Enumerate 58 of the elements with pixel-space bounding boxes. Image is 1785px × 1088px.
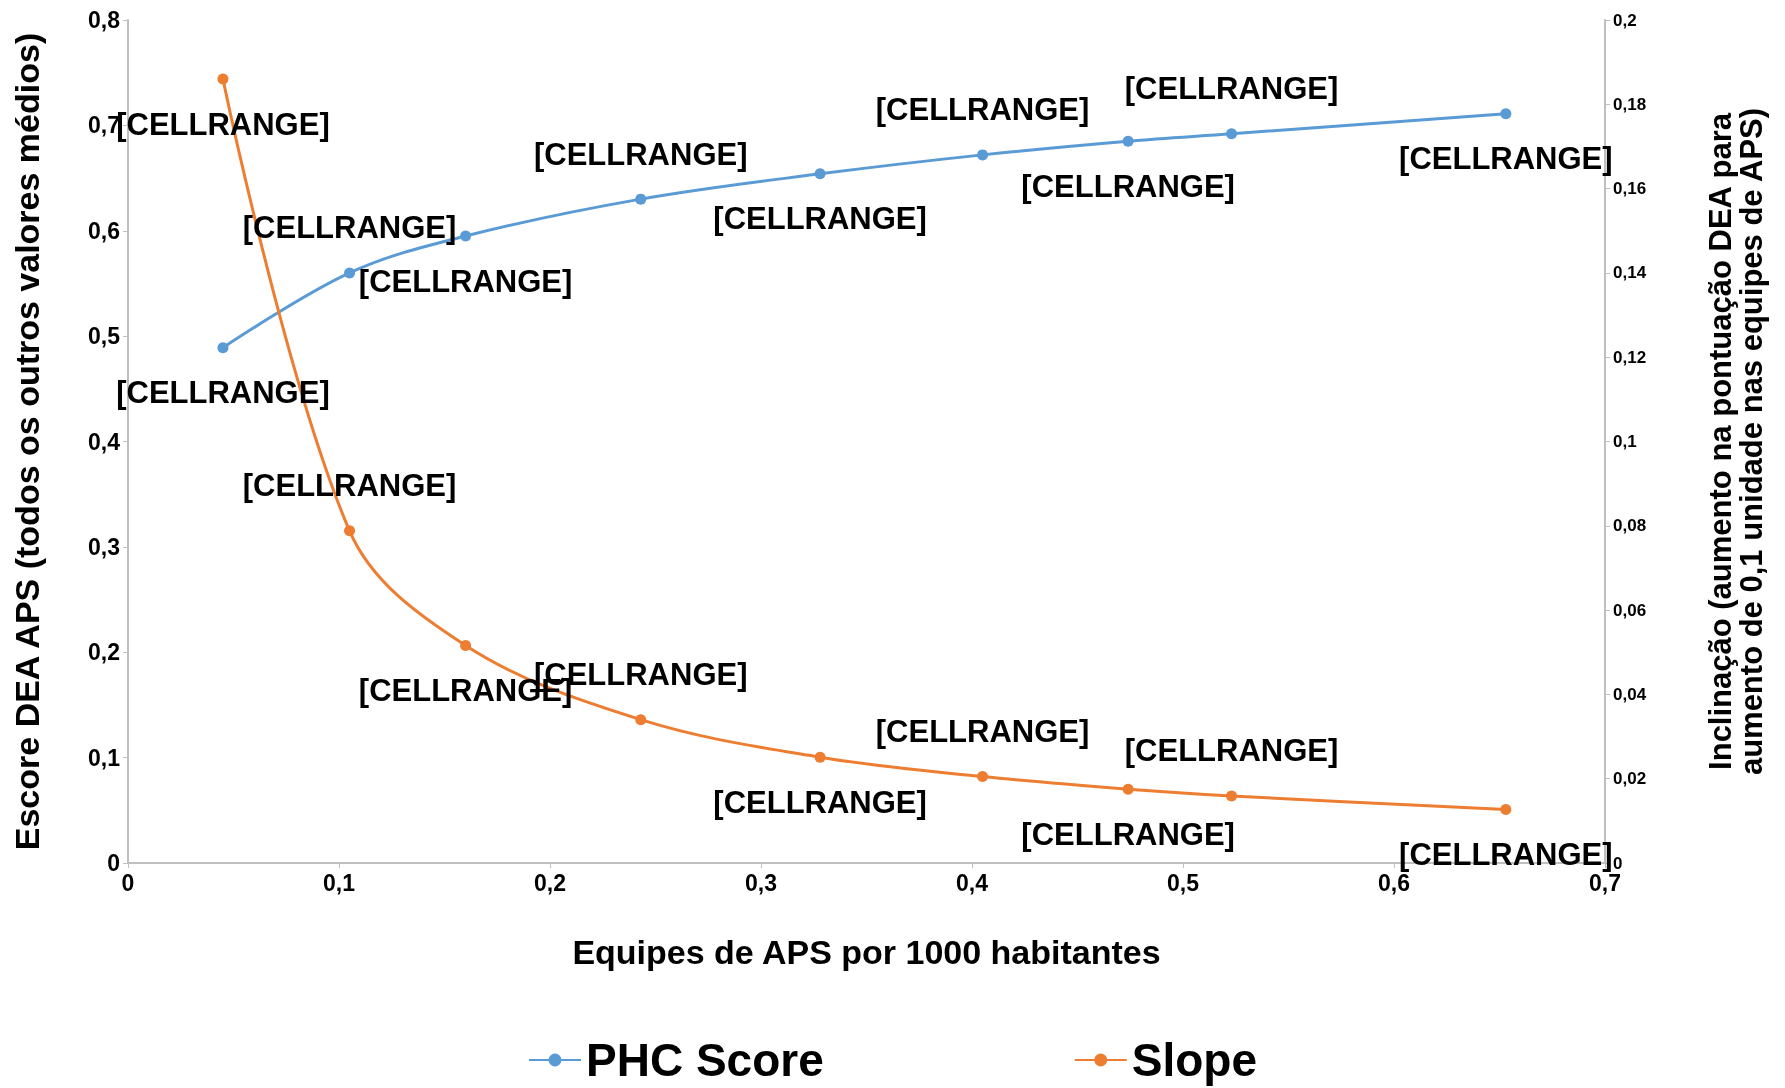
y2-tick-label: 0,14 (1613, 263, 1647, 283)
y2-tick-label: 0,16 (1613, 179, 1647, 199)
y-tick-label: 0,2 (88, 639, 120, 666)
y-axis-title: Escore DEA APS (todos os outros valores médios) (8, 32, 46, 851)
y-tick-label: 0,3 (88, 533, 120, 560)
y-tick-label: 0,6 (88, 217, 120, 244)
x-tick-label: 0,1 (323, 869, 356, 896)
y2-tick-label: 0,2 (1613, 10, 1637, 30)
point (344, 267, 356, 279)
point (814, 168, 826, 180)
point (217, 73, 229, 85)
point (635, 714, 647, 726)
y2-tick-label: 0,06 (1613, 600, 1647, 620)
y-tick-label: 0,4 (88, 428, 121, 455)
point (1122, 783, 1134, 795)
data-label: [CELLRANGE] (1399, 141, 1613, 177)
data-label: [CELLRANGE] (1124, 733, 1339, 769)
y-tick-label: 0 (107, 850, 120, 876)
point (635, 193, 647, 205)
point (977, 771, 989, 783)
x-axis-title: Equipes de APS por 1000 habitantes (572, 933, 1161, 971)
point (460, 230, 472, 242)
point (1226, 790, 1238, 802)
legend-label: PHC Score (586, 1034, 824, 1086)
x-tick-label: 0,5 (1167, 869, 1200, 896)
data-label: [CELLRANGE] (533, 136, 748, 172)
point (814, 751, 826, 763)
x-tick-label: 0,3 (745, 869, 777, 896)
legend-label: Slope (1131, 1034, 1257, 1086)
data-label: [CELLRANGE] (1124, 71, 1339, 107)
data-label: [CELLRANGE] (875, 92, 1090, 128)
y-tick-label: 0,8 (88, 7, 121, 33)
point (460, 640, 472, 651)
data-label: [CELLRANGE] (713, 784, 927, 820)
y2-tick-label: 0,04 (1613, 684, 1647, 704)
data-label: [CELLRANGE] (875, 714, 1090, 750)
point (217, 342, 229, 354)
x-tick-label: 0,2 (534, 869, 566, 896)
y2-tick-label: 0,12 (1613, 347, 1647, 367)
point (1226, 128, 1238, 140)
y2-tick-label: 0,02 (1613, 769, 1647, 789)
y2-axis-title: Inclinação (aumento na pontuação DEA para aumento de 0,1 unidade nas equipes de APS) (1703, 107, 1769, 776)
point (344, 525, 356, 537)
data-label: [CELLRANGE] (358, 263, 573, 299)
x-tick-label: 0,4 (956, 869, 989, 896)
y2-tick-label: 0,1 (1613, 432, 1637, 451)
data-label: [CELLRANGE] (713, 201, 927, 237)
point (1122, 135, 1134, 147)
y2-tick-label: 0,18 (1613, 94, 1647, 114)
y2-tick-label: 0,08 (1613, 516, 1647, 536)
y-tick-label: 0,1 (88, 744, 121, 771)
y2-tick-label: 0 (1613, 853, 1623, 873)
point (1500, 108, 1512, 120)
data-label: [CELLRANGE] (1021, 168, 1235, 204)
point (1500, 803, 1512, 815)
y-tick-label: 0,5 (88, 323, 121, 350)
data-label: [CELLRANGE] (1021, 816, 1235, 852)
point (977, 149, 989, 161)
